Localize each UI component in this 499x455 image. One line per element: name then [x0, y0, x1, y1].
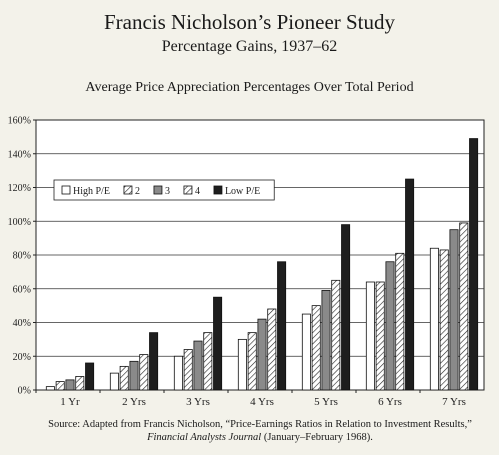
y-tick-label: 100% [8, 217, 31, 228]
bar [459, 222, 469, 391]
bar [395, 252, 405, 391]
bar [429, 247, 439, 391]
bar [331, 279, 341, 391]
bar [311, 305, 321, 391]
bar [277, 261, 287, 391]
chart-title: Average Price Appreciation Percentages O… [85, 80, 414, 95]
bar [375, 281, 385, 391]
bar [341, 224, 351, 391]
legend-swatch [183, 185, 193, 195]
bar [385, 261, 395, 391]
y-tick-label: 0% [18, 386, 31, 397]
bar [193, 340, 203, 391]
legend-swatch [123, 185, 133, 195]
bar [439, 249, 449, 391]
x-tick-label: 1 Yr [60, 396, 80, 408]
bar [321, 290, 331, 391]
bar [129, 360, 139, 391]
bar [183, 349, 193, 391]
bar [405, 178, 415, 391]
legend-label: Low P/E [225, 186, 260, 197]
legend-label: 4 [195, 186, 200, 197]
page-title: Francis Nicholson’s Pioneer Study [103, 10, 396, 34]
y-tick-label: 140% [8, 149, 31, 160]
legend-label: 3 [165, 186, 170, 197]
bars [45, 138, 479, 391]
bar [469, 138, 479, 391]
source-note: Source: Adapted from Francis Nicholson, … [40, 418, 480, 444]
bar [149, 332, 159, 391]
y-tick-label: 40% [13, 318, 31, 329]
axes: 0% 20% 40% 60% 80% 100% 120% 140% 160% 1 Yr 2 Yrs 3… [8, 116, 466, 409]
bar [85, 362, 95, 391]
source-journal: Financial Analysts Journal [147, 432, 262, 443]
x-tick-label: 4 Yrs [250, 396, 274, 408]
page-subtitle: Percentage Gains, 1937–62 [161, 38, 338, 55]
bar [55, 381, 65, 391]
x-tick-label: 6 Yrs [378, 396, 402, 408]
bar [247, 332, 257, 391]
bar [365, 281, 375, 391]
legend-label: 2 [135, 186, 140, 197]
bar [109, 372, 119, 391]
y-tick-label: 120% [8, 183, 31, 194]
bar [203, 332, 213, 391]
bar [139, 354, 149, 391]
legend-box [53, 179, 275, 201]
x-tick-label: 5 Yrs [314, 396, 338, 408]
bar [173, 355, 183, 391]
legend-label: High P/E [73, 186, 110, 197]
bar [213, 296, 223, 391]
source-suffix: (January–February 1968). [261, 432, 373, 443]
source-prefix: Source: Adapted from Francis Nicholson, … [48, 419, 472, 430]
legend-swatch [153, 185, 163, 195]
legend-swatch [61, 185, 71, 195]
y-tick-label: 80% [13, 251, 31, 262]
legend: High P/E 2 3 4 Low P/E [53, 179, 275, 201]
y-tick-label: 160% [8, 116, 31, 127]
bar [119, 365, 129, 391]
bar [257, 318, 267, 391]
x-tick-label: 2 Yrs [122, 396, 146, 408]
bar [75, 376, 85, 391]
bar [449, 229, 459, 391]
x-tick-label: 3 Yrs [186, 396, 210, 408]
y-tick-label: 20% [13, 352, 31, 363]
bar [45, 386, 55, 391]
bar [301, 313, 311, 391]
legend-swatch [213, 185, 223, 195]
y-tick-label: 60% [13, 284, 31, 295]
bar [65, 379, 75, 391]
bar [237, 338, 247, 391]
bar [267, 308, 277, 391]
x-tick-label: 7 Yrs [442, 396, 466, 408]
